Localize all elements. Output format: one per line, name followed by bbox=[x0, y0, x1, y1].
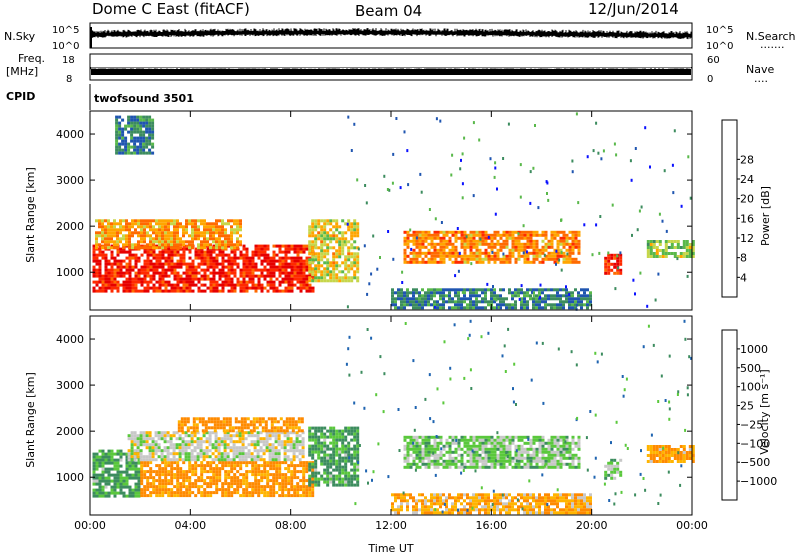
x-tick-label: 04:00 bbox=[174, 519, 206, 532]
search-tick-bottom: 10^0 bbox=[706, 41, 733, 52]
sky-noise-trace bbox=[91, 27, 691, 48]
power-heatmap bbox=[93, 112, 695, 310]
y-tick-label: 4000 bbox=[56, 333, 84, 346]
x-tick-label: 16:00 bbox=[475, 519, 507, 532]
heatmap-region bbox=[308, 219, 359, 282]
freq-tick-top: 18 bbox=[62, 55, 75, 66]
heatmap-region bbox=[604, 459, 622, 480]
x-tick-label: 00:00 bbox=[74, 519, 106, 532]
sky-noise-line bbox=[91, 28, 691, 39]
heatmap-region bbox=[308, 427, 359, 487]
date-label: 12/Jun/2014 bbox=[588, 0, 679, 18]
heatmap-region bbox=[647, 240, 695, 258]
sky-tick-bottom: 10^0 bbox=[52, 41, 79, 52]
search-tick-top: 10^5 bbox=[706, 25, 733, 36]
y-tick-label: 1000 bbox=[56, 471, 84, 484]
freq-label: Freq. bbox=[18, 52, 45, 65]
y-tick-label: 3000 bbox=[56, 174, 84, 187]
sky-label: N.Sky bbox=[4, 30, 36, 43]
velocity-panel: 1000 2000 3000 4000 00:00 04:00 08:00 12:00 16:… bbox=[24, 316, 708, 554]
power-colorbar-label: Power [dB] bbox=[759, 186, 772, 246]
heatmap-region bbox=[604, 254, 622, 275]
velocity-x-ticks: 00:00 04:00 08:00 12:00 16:00 20:00 00:00 bbox=[74, 316, 708, 532]
freq-nave-trace bbox=[91, 67, 691, 75]
heatmap-region bbox=[93, 245, 315, 293]
velocity-y-axis-label: Slant Range [km] bbox=[24, 372, 37, 468]
colorbar-tick-label: 20 bbox=[740, 193, 754, 206]
heatmap-scatter bbox=[344, 112, 692, 310]
heatmap-region bbox=[115, 116, 154, 155]
colorbar-tick-label: 25 bbox=[740, 400, 754, 413]
nave-tick-bottom: 0 bbox=[707, 74, 713, 85]
power-colorbar: 4 8 12 16 20 24 28 bbox=[722, 120, 754, 297]
colorbar-tick-label: −1000 bbox=[740, 475, 777, 488]
freq-tick-bottom: 8 bbox=[66, 74, 72, 85]
colorbar-tick-label: 28 bbox=[740, 153, 754, 166]
colorbar-tick-label: 1000 bbox=[740, 343, 768, 356]
heatmap-region bbox=[128, 431, 305, 461]
y-tick-label: 2000 bbox=[56, 220, 84, 233]
power-panel: 1000 2000 3000 4000 Slant Range [km] bbox=[24, 111, 695, 311]
heatmap-region bbox=[404, 436, 581, 469]
heatmap-region bbox=[404, 231, 581, 264]
heatmap-region bbox=[140, 461, 314, 497]
y-tick-label: 3000 bbox=[56, 379, 84, 392]
x-tick-label: 00:00 bbox=[676, 519, 708, 532]
plot-title: Dome C East (fitACF) bbox=[92, 0, 250, 18]
colorbar-tick-label: 8 bbox=[740, 252, 747, 265]
colorbar-tick-label: 16 bbox=[740, 212, 754, 225]
nave-dots: ···· bbox=[754, 75, 768, 88]
colorbar-tick-label: 24 bbox=[740, 173, 754, 186]
colorbar-tick-label: −500 bbox=[740, 456, 770, 469]
freq-band bbox=[91, 69, 691, 75]
velocity-heatmap bbox=[93, 320, 695, 515]
y-tick-label: 2000 bbox=[56, 425, 84, 438]
heatmap-region bbox=[178, 417, 304, 432]
search-dots: ······· bbox=[760, 41, 784, 54]
colorbar-tick-label: 4 bbox=[740, 271, 747, 284]
cpid-value: twofsound 3501 bbox=[94, 92, 194, 105]
colorbar-tick-label: 12 bbox=[740, 232, 754, 245]
velocity-colorbar-label: Velocity [m s⁻¹] bbox=[758, 369, 771, 454]
x-tick-label: 12:00 bbox=[375, 519, 407, 532]
colorbar-frame bbox=[722, 330, 737, 500]
heatmap-region bbox=[95, 219, 242, 249]
nave-tick-top: 60 bbox=[707, 55, 720, 66]
y-tick-label: 1000 bbox=[56, 266, 84, 279]
y-tick-label: 4000 bbox=[56, 128, 84, 141]
heatmap-scatter bbox=[342, 320, 692, 514]
heatmap-region bbox=[647, 445, 695, 463]
x-tick-label: 08:00 bbox=[275, 519, 307, 532]
x-axis-label: Time UT bbox=[367, 542, 413, 554]
freq-unit-label: [MHz] bbox=[6, 65, 38, 78]
power-y-axis-label: Slant Range [km] bbox=[24, 167, 37, 263]
colorbar-frame bbox=[722, 120, 737, 297]
cpid-label: CPID bbox=[6, 90, 35, 103]
x-tick-label: 20:00 bbox=[576, 519, 608, 532]
beam-label: Beam 04 bbox=[355, 2, 422, 20]
sky-tick-top: 10^5 bbox=[52, 25, 79, 36]
